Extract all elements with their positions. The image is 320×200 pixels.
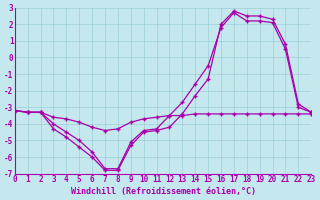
X-axis label: Windchill (Refroidissement éolien,°C): Windchill (Refroidissement éolien,°C) <box>70 187 255 196</box>
